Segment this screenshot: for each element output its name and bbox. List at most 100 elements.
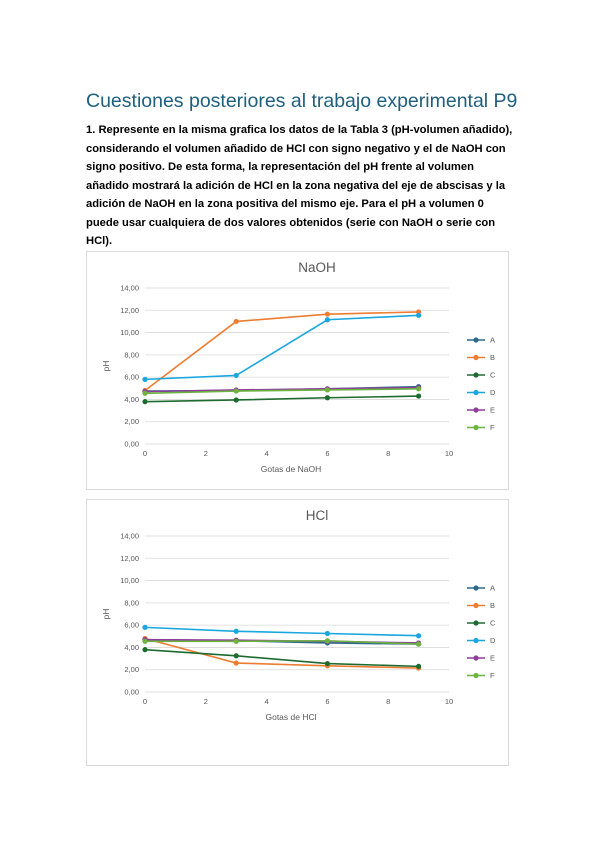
naoh-y-tick-label: 14,00 (120, 284, 139, 293)
hcl-data-point-c (142, 647, 148, 653)
naoh-chart-title: NaOH (298, 260, 336, 275)
hcl-y-tick-label: 12,00 (120, 554, 139, 563)
naoh-series-line-e (144, 386, 419, 393)
hcl-data-point-d (233, 628, 239, 634)
naoh-y-tick-label: 8,00 (124, 350, 139, 359)
naoh-x-tick-label: 4 (265, 449, 269, 458)
naoh-data-point-d (324, 317, 330, 323)
naoh-x-axis-label: Gotas de NaOH (261, 464, 321, 474)
hcl-series-line-f (145, 639, 419, 645)
naoh-data-point-c (233, 397, 239, 403)
hcl-x-tick-label: 0 (143, 697, 147, 706)
hcl-legend-marker-f (473, 672, 479, 679)
question-text: 1. Represente en la misma grafica los da… (86, 124, 513, 247)
page-title: Cuestiones posteriores al trabajo experi… (86, 90, 518, 112)
naoh-data-point-c (142, 399, 148, 405)
naoh-legend-marker-d (473, 389, 479, 396)
naoh-series-line-f (144, 388, 419, 395)
hcl-data-point-d (142, 624, 148, 630)
naoh-legend-label-d: D (490, 388, 496, 397)
hcl-legend-marker-e (473, 655, 479, 661)
hcl-legend-label-c: C (490, 619, 496, 628)
hcl-legend-marker-b (473, 602, 479, 609)
naoh-y-tick-label: 10,00 (120, 328, 139, 337)
hcl-data-point-c (233, 653, 239, 659)
naoh-data-point-d (142, 376, 148, 382)
hcl-data-point-c (324, 660, 330, 667)
hcl-chart: HCl 0,00 2,00 4,00 6,00 8,00 10,00 12,00 14,00 0 2… (86, 499, 509, 766)
naoh-chart: NaOH 0,00 2,00 4,00 6,00 8,00 10,00 12,00 14,00 0… (86, 251, 509, 490)
hcl-y-tick-label: 8,00 (124, 598, 139, 607)
hcl-x-tick-label: 10 (445, 697, 453, 706)
naoh-series-line-b (144, 311, 419, 392)
naoh-legend-marker-f (473, 424, 479, 431)
hcl-legend-label-a: A (490, 584, 495, 593)
hcl-x-tick-label: 2 (204, 697, 208, 706)
naoh-data-point-c (324, 395, 330, 401)
naoh-y-tick-label: 2,00 (124, 417, 139, 426)
naoh-chart-svg: NaOH 0,00 2,00 4,00 6,00 8,00 10,00 12,00 14,00 0… (101, 260, 496, 474)
naoh-y-tick-label: 0,00 (124, 440, 139, 449)
naoh-data-point-f (142, 390, 148, 396)
hcl-legend-label-b: B (490, 601, 495, 610)
hcl-data-point-b (233, 660, 239, 666)
hcl-y-tick-label: 6,00 (124, 621, 139, 630)
hcl-data-point-d (416, 633, 422, 639)
hcl-series-line-d (144, 626, 419, 637)
hcl-y-axis-label: pH (101, 609, 111, 620)
naoh-data-point-c (416, 393, 422, 399)
hcl-data-point-f (233, 638, 239, 644)
hcl-y-tick-label: 0,00 (124, 688, 139, 697)
hcl-x-axis-label: Gotas de HCl (265, 712, 316, 722)
hcl-y-tick-label: 4,00 (124, 643, 139, 652)
hcl-y-tick-label: 10,00 (120, 576, 139, 585)
hcl-data-point-c (416, 663, 422, 669)
naoh-legend-marker-b (473, 354, 479, 361)
naoh-data-point-b (324, 311, 330, 317)
naoh-data-point-f (416, 386, 422, 392)
naoh-y-axis-label: pH (101, 361, 111, 372)
naoh-legend-label-f: F (490, 423, 495, 432)
naoh-x-tick-label: 10 (445, 449, 453, 458)
naoh-legend-marker-e (473, 407, 479, 413)
naoh-series-line-c (144, 395, 419, 403)
naoh-legend-label-e: E (490, 406, 495, 415)
naoh-series-line-d (144, 314, 419, 381)
hcl-y-tick-label: 14,00 (120, 532, 139, 541)
hcl-legend-label-e: E (490, 654, 495, 663)
naoh-x-tick-label: 0 (143, 449, 147, 458)
hcl-x-tick-label: 6 (325, 697, 329, 706)
hcl-data-point-f (416, 641, 422, 647)
naoh-legend-label-a: A (490, 336, 495, 345)
hcl-data-point-f (324, 638, 330, 644)
naoh-legend-label-c: C (490, 371, 496, 380)
hcl-y-tick-label: 2,00 (124, 665, 139, 674)
naoh-x-tick-label: 2 (204, 449, 208, 458)
naoh-y-tick-label: 6,00 (124, 373, 139, 382)
hcl-legend-marker-a (473, 585, 479, 591)
hcl-x-tick-label: 8 (386, 697, 390, 706)
hcl-legend-marker-c (473, 620, 479, 626)
naoh-y-tick-label: 4,00 (124, 395, 139, 404)
naoh-legend-marker-c (473, 372, 479, 378)
naoh-x-tick-label: 8 (386, 449, 390, 458)
hcl-legend-label-d: D (490, 636, 496, 645)
naoh-data-point-f (233, 388, 239, 394)
naoh-legend-marker-a (473, 337, 479, 343)
naoh-y-tick-label: 12,00 (120, 306, 139, 315)
hcl-series-line-c (144, 648, 419, 668)
hcl-legend-marker-d (473, 637, 479, 644)
hcl-chart-title: HCl (306, 508, 329, 523)
naoh-legend-label-b: B (490, 353, 495, 362)
naoh-data-point-f (324, 387, 330, 393)
hcl-data-point-d (324, 630, 330, 637)
naoh-data-point-d (233, 372, 239, 379)
hcl-x-tick-label: 4 (265, 697, 269, 706)
hcl-chart-svg: HCl 0,00 2,00 4,00 6,00 8,00 10,00 12,00 14,00 0 2… (101, 508, 496, 722)
hcl-legend-label-f: F (490, 671, 495, 680)
naoh-data-point-d (416, 312, 422, 318)
hcl-series-line-b (144, 637, 419, 669)
hcl-data-point-f (142, 638, 148, 644)
naoh-data-point-b (233, 318, 239, 325)
naoh-x-tick-label: 6 (325, 449, 329, 458)
